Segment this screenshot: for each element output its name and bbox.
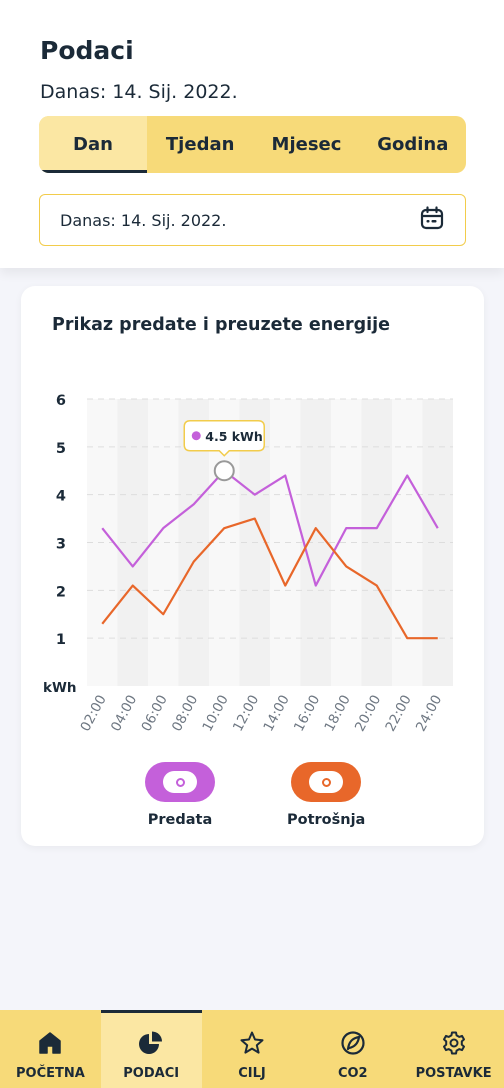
tab-tjedan[interactable]: Tjedan xyxy=(165,134,235,155)
star-icon xyxy=(239,1030,265,1060)
calendar-icon[interactable] xyxy=(419,205,445,235)
x-tick-label: 16:00 xyxy=(291,692,323,734)
nav-label: PODACI xyxy=(123,1066,180,1081)
tooltip-series-dot xyxy=(191,431,201,441)
date-picker-field[interactable]: Danas: 14. Sij. 2022. xyxy=(39,194,466,246)
legend-toggle-predata[interactable] xyxy=(145,762,215,802)
nav-label: POČETNA xyxy=(15,1066,85,1081)
x-tick-label: 04:00 xyxy=(108,692,140,734)
nav-label: CILJ xyxy=(238,1066,266,1081)
nav-item-podaci[interactable]: PODACI xyxy=(100,1010,202,1088)
x-tick-label: 02:00 xyxy=(77,692,109,734)
nav-label: CO2 xyxy=(337,1066,368,1081)
legend-item-potrosnja[interactable]: Potrošnja xyxy=(287,762,365,828)
x-tick-label: 10:00 xyxy=(199,692,231,734)
energy-chart-card: Prikaz predate i preuzete energije 6 5 4 3 2… xyxy=(21,286,484,846)
page-header: Podaci Danas: 14. Sij. 2022. Dan Tjedan … xyxy=(0,0,504,268)
x-tick-label: 06:00 xyxy=(138,692,170,734)
y-axis-label: kWh xyxy=(43,680,76,696)
plot-column xyxy=(422,399,453,686)
y-tick-label: 5 xyxy=(56,441,66,457)
pie-chart-icon xyxy=(137,1030,165,1060)
nav-item-postavke[interactable]: POSTAVKE xyxy=(403,1010,504,1088)
toggle-dot-icon xyxy=(175,777,185,787)
nav-label: POSTAVKE xyxy=(415,1066,492,1081)
series-line-predata xyxy=(101,469,439,587)
y-tick-label: 4 xyxy=(56,489,66,505)
x-tick-label: 12:00 xyxy=(230,692,262,734)
series-line-potrosnja xyxy=(101,517,438,640)
tooltip-point-marker xyxy=(213,460,235,482)
nav-item-pocetna[interactable]: POČETNA xyxy=(0,1010,101,1088)
bottom-navigation: POČETNA PODACI CILJ CO2 xyxy=(0,1010,504,1088)
y-tick-label: 1 xyxy=(56,632,66,648)
page-title: Podaci xyxy=(40,36,134,65)
tooltip-value-label: 4.5 kWh xyxy=(205,429,263,444)
date-picker-value: Danas: 14. Sij. 2022. xyxy=(60,210,227,230)
toggle-knob xyxy=(163,771,197,793)
tooltip-bubble xyxy=(183,420,265,457)
y-tick-label: 6 xyxy=(56,393,66,409)
chart-title: Prikaz predate i preuzete energije xyxy=(52,315,391,335)
y-tick-label: 2 xyxy=(56,584,66,600)
nav-item-cilj[interactable]: CILJ xyxy=(202,1010,303,1088)
tab-dan[interactable]: Dan xyxy=(39,116,147,173)
toggle-knob xyxy=(309,771,344,793)
x-tick-label: 14:00 xyxy=(260,692,292,734)
x-tick-label: 18:00 xyxy=(321,692,353,734)
leaf-icon xyxy=(340,1030,366,1060)
current-date-label: Danas: 14. Sij. 2022. xyxy=(40,81,238,103)
legend-label-predata: Predata xyxy=(147,812,213,828)
tab-godina[interactable]: Godina xyxy=(377,134,449,155)
x-tick-label: 08:00 xyxy=(169,692,201,734)
x-tick-label: 24:00 xyxy=(413,692,445,734)
tab-mjesec[interactable]: Mjesec xyxy=(271,134,342,155)
period-tabs: Dan Tjedan Mjesec Godina xyxy=(39,116,466,173)
gear-icon xyxy=(441,1030,467,1060)
y-tick-label: 3 xyxy=(56,537,66,553)
energy-line-chart: 654321kWh02:0004:0006:0008:0010:0012:001… xyxy=(43,393,453,734)
legend-item-predata[interactable]: Predata xyxy=(145,762,215,828)
x-tick-label: 22:00 xyxy=(382,692,414,734)
toggle-dot-icon xyxy=(321,777,331,787)
legend-label-potrosnja: Potrošnja xyxy=(287,812,366,828)
home-icon xyxy=(37,1030,63,1060)
nav-item-co2[interactable]: CO2 xyxy=(302,1010,403,1088)
legend-toggle-potrosnja[interactable] xyxy=(291,762,362,802)
x-tick-label: 20:00 xyxy=(352,692,384,734)
